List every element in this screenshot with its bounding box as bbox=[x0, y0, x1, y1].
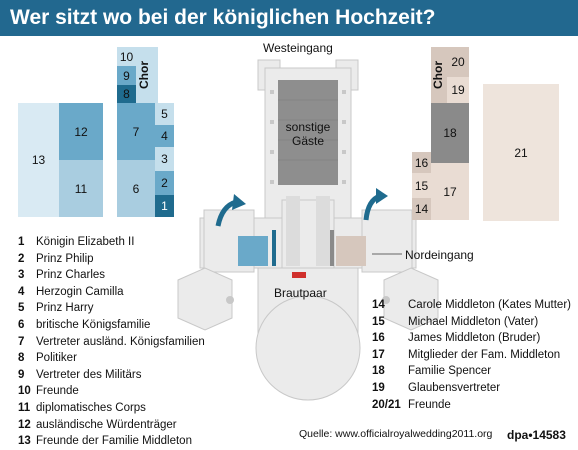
block-13: 13 bbox=[18, 103, 59, 217]
legend-item: 18 Familie Spencer bbox=[372, 365, 492, 378]
legend-item: 16 James Middleton (Bruder) bbox=[372, 332, 541, 345]
legend-item: 3 Prinz Charles bbox=[18, 269, 106, 282]
block-choir-left bbox=[136, 47, 158, 103]
north-entrance-label: Nordeingang bbox=[405, 248, 474, 262]
block-7: 7 bbox=[117, 103, 155, 160]
legend-item: 9 Vertreter des Militärs bbox=[18, 368, 142, 381]
block-15: 15 bbox=[412, 173, 431, 198]
block-12: 12 bbox=[59, 103, 103, 160]
legend-item: 14 Carole Middleton (Kates Mutter) bbox=[372, 299, 571, 311]
block-17: 17 bbox=[431, 163, 469, 220]
legend-item: 20/21 Freunde bbox=[372, 398, 451, 411]
bridal-couple-label: Brautpaar bbox=[274, 286, 327, 300]
legend-item: 1 Königin Elizabeth II bbox=[18, 236, 135, 248]
block-5: 5 bbox=[155, 103, 174, 125]
legend-item: 4 Herzogin Camilla bbox=[18, 285, 124, 298]
other-guests-label: sonstige Gäste bbox=[285, 120, 331, 148]
legend-item: 11 diplomatisches Corps bbox=[18, 401, 146, 414]
legend-right: 14 Carole Middleton (Kates Mutter) 15 Mich… bbox=[372, 297, 571, 413]
legend-item: 10 Freunde bbox=[18, 385, 79, 398]
block-2: 2 bbox=[155, 171, 174, 195]
legend-item: 8 Politiker bbox=[18, 352, 77, 365]
legend-item: 7 Vertreter ausländ. Königsfamilien bbox=[18, 335, 205, 348]
choir-label-right: Chor bbox=[431, 61, 445, 89]
block-19: 19 bbox=[447, 77, 469, 103]
west-entrance-label: Westeingang bbox=[263, 41, 333, 55]
legend-item: 19 Glaubensvertreter bbox=[372, 381, 501, 394]
block-20: 20 bbox=[447, 47, 469, 77]
title-bar: Wer sitzt wo bei der königlichen Hochzei… bbox=[0, 0, 578, 36]
page-title: Wer sitzt wo bei der königlichen Hochzei… bbox=[10, 6, 436, 29]
block-4: 4 bbox=[155, 125, 174, 147]
legend-item: 17 Mitglieder der Fam. Middleton bbox=[372, 348, 561, 361]
legend-item: 13 Freunde der Familie Middleton bbox=[18, 435, 192, 448]
legend-item: 15 Michael Middleton (Vater) bbox=[372, 315, 539, 328]
block-16: 16 bbox=[412, 152, 431, 173]
choir-label-left: Chor bbox=[137, 61, 151, 89]
legend-item: 5 Prinz Harry bbox=[18, 302, 94, 315]
block-1: 1 bbox=[155, 195, 174, 217]
block-6: 6 bbox=[117, 160, 155, 217]
block-10: 10 bbox=[117, 47, 136, 66]
block-11: 11 bbox=[59, 160, 103, 217]
legend-item: 2 Prinz Philip bbox=[18, 252, 94, 265]
block-8: 8 bbox=[117, 85, 136, 103]
block-21: 21 bbox=[483, 84, 559, 221]
block-choir-right bbox=[431, 47, 447, 103]
legend-left: 1 Königin Elizabeth II 2 Prinz Philip 3 Pri… bbox=[18, 234, 205, 450]
credit-text: dpa•14583 bbox=[507, 428, 566, 442]
block-9: 9 bbox=[117, 66, 136, 85]
source-text: Quelle: www.officialroyalwedding2011.org bbox=[299, 428, 493, 440]
legend-item: 12 ausländische Würdenträger bbox=[18, 418, 177, 431]
block-14: 14 bbox=[412, 198, 431, 220]
legend-item: 6 britische Königsfamilie bbox=[18, 318, 151, 331]
block-18: 18 bbox=[431, 103, 469, 163]
block-3: 3 bbox=[155, 147, 174, 171]
